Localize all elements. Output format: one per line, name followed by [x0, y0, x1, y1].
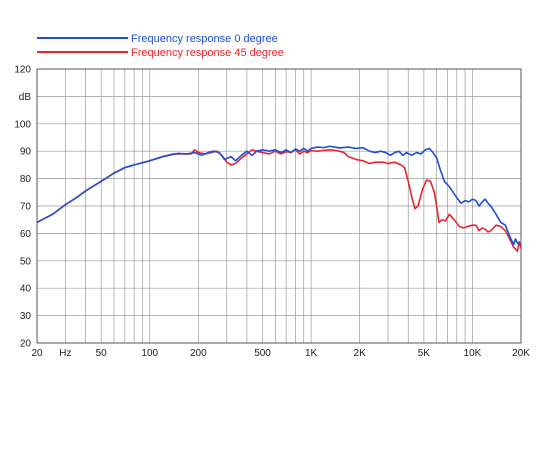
- series-line-0deg: [36, 145, 522, 247]
- x-tick-label: 1K: [305, 348, 318, 359]
- series-line-45deg: [36, 149, 522, 253]
- y-tick-label: 20: [20, 339, 32, 350]
- y-tick-label: 60: [20, 229, 32, 240]
- y-tick-label: 50: [20, 256, 32, 267]
- y-tick-label: 80: [20, 174, 32, 185]
- x-tick-label: 200: [190, 348, 207, 359]
- y-tick-label: 90: [20, 147, 32, 158]
- y-tick-label: 120: [14, 65, 31, 76]
- x-tick-label: 500: [254, 348, 271, 359]
- x-tick-label: 20: [31, 348, 43, 359]
- y-tick-label: 100: [14, 119, 31, 130]
- y-tick-label: 30: [20, 311, 32, 322]
- x-tick-label: 10K: [464, 348, 482, 359]
- x-tick-labels: 20 Hz 50 100 200 500 1K 2K 5K 10K 20K: [31, 348, 530, 359]
- x-tick-label: 100: [141, 348, 158, 359]
- legend-item-45deg: Frequency response 45 degree: [37, 47, 284, 59]
- x-tick-label: 5K: [418, 348, 431, 359]
- y-tick-labels: 20 30 40 50 60 70 80 90 100 dB 120: [14, 65, 31, 350]
- x-tick-label: 2K: [354, 348, 367, 359]
- legend-label-0deg: Frequency response 0 degree: [131, 33, 278, 45]
- series-layer: [36, 145, 522, 253]
- legend: Frequency response 0 degree Frequency re…: [37, 33, 284, 59]
- x-tick-label: Hz: [59, 348, 71, 359]
- x-tick-label: 20K: [512, 348, 530, 359]
- y-tick-label: 40: [20, 284, 32, 295]
- x-tick-label: 50: [96, 348, 108, 359]
- plot-frame: [36, 68, 522, 344]
- y-tick-label: 70: [20, 202, 32, 213]
- y-tick-label: dB: [19, 92, 32, 103]
- legend-item-0deg: Frequency response 0 degree: [37, 33, 278, 45]
- legend-label-45deg: Frequency response 45 degree: [131, 47, 284, 59]
- major-gridlines: [37, 96, 521, 316]
